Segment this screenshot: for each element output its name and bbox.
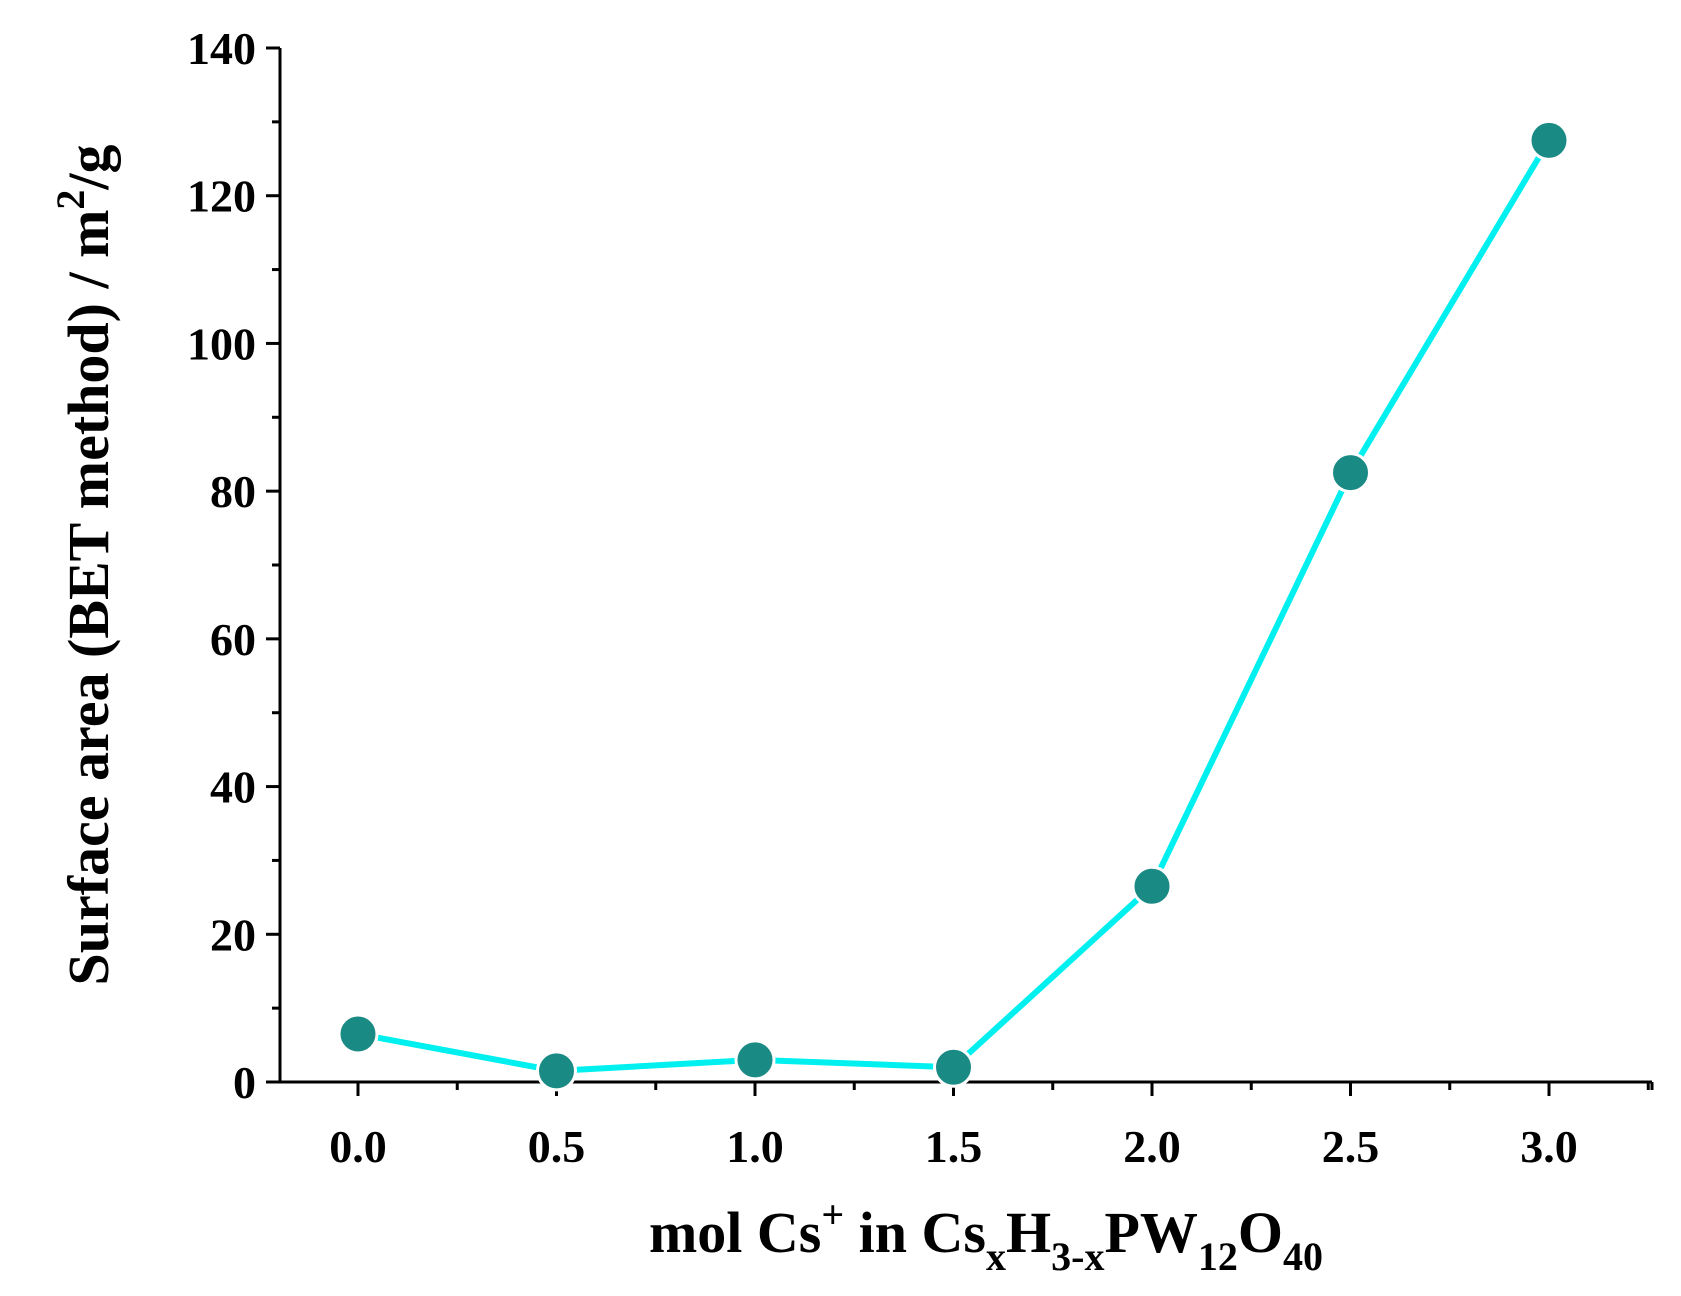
x-tick-label: 0.0 <box>329 1121 387 1172</box>
x-axis-title-pw: PW <box>1104 1200 1197 1265</box>
y-axis-title: Surface area (BET method) / m2/g <box>48 144 121 985</box>
x-axis-title-mid: in Cs <box>844 1200 986 1265</box>
axes <box>278 48 1652 1084</box>
y-tick-label: 100 <box>187 318 256 369</box>
x-axis-title: mol Cs+ in CsxH3-xPW12O40 <box>649 1192 1323 1279</box>
x-axis-title-sub4: 40 <box>1283 1234 1323 1279</box>
x-tick-label: 1.0 <box>726 1121 784 1172</box>
y-axis-title-sup: 2 <box>48 190 93 210</box>
x-axis-title-sub3: 12 <box>1198 1234 1238 1279</box>
x-tick-label: 0.5 <box>528 1121 586 1172</box>
data-point <box>337 1013 379 1055</box>
x-ticks: 0.0 0.5 1.0 1.5 2.0 2.5 3.0 <box>329 1082 1654 1172</box>
series-line <box>357 138 1552 1074</box>
data-point <box>933 1046 974 1088</box>
x-axis-title-sub1: x <box>986 1234 1006 1279</box>
x-tick-label: 1.5 <box>925 1121 983 1172</box>
x-axis-title-sup: + <box>821 1192 844 1237</box>
x-tick-label: 2.0 <box>1123 1121 1181 1172</box>
x-axis-title-h: H <box>1006 1200 1051 1265</box>
x-axis-title-sub2: 3-x <box>1051 1234 1104 1279</box>
y-axis-title-main: Surface area (BET method) / m <box>56 210 121 986</box>
data-point <box>1330 452 1371 494</box>
data-point <box>536 1050 577 1092</box>
y-tick-label: 20 <box>210 909 256 960</box>
y-axis-title-tail: /g <box>56 144 121 190</box>
y-tick-label: 40 <box>210 762 256 813</box>
y-tick-label: 0 <box>233 1057 256 1108</box>
y-tick-label: 80 <box>210 466 256 517</box>
y-ticks: 0 20 40 60 80 100 120 140 <box>187 23 280 1108</box>
y-tick-label: 60 <box>210 614 256 665</box>
y-tick-label: 140 <box>187 23 256 74</box>
x-axis-title-o: O <box>1238 1200 1283 1265</box>
x-tick-label: 2.5 <box>1322 1121 1380 1172</box>
plot-area <box>337 119 1570 1092</box>
y-tick-label: 120 <box>187 171 256 222</box>
data-point <box>1131 865 1173 907</box>
x-tick-label: 3.0 <box>1520 1121 1578 1172</box>
data-point <box>1528 119 1570 161</box>
data-point <box>734 1039 776 1081</box>
x-axis-title-base: mol Cs <box>649 1200 821 1265</box>
